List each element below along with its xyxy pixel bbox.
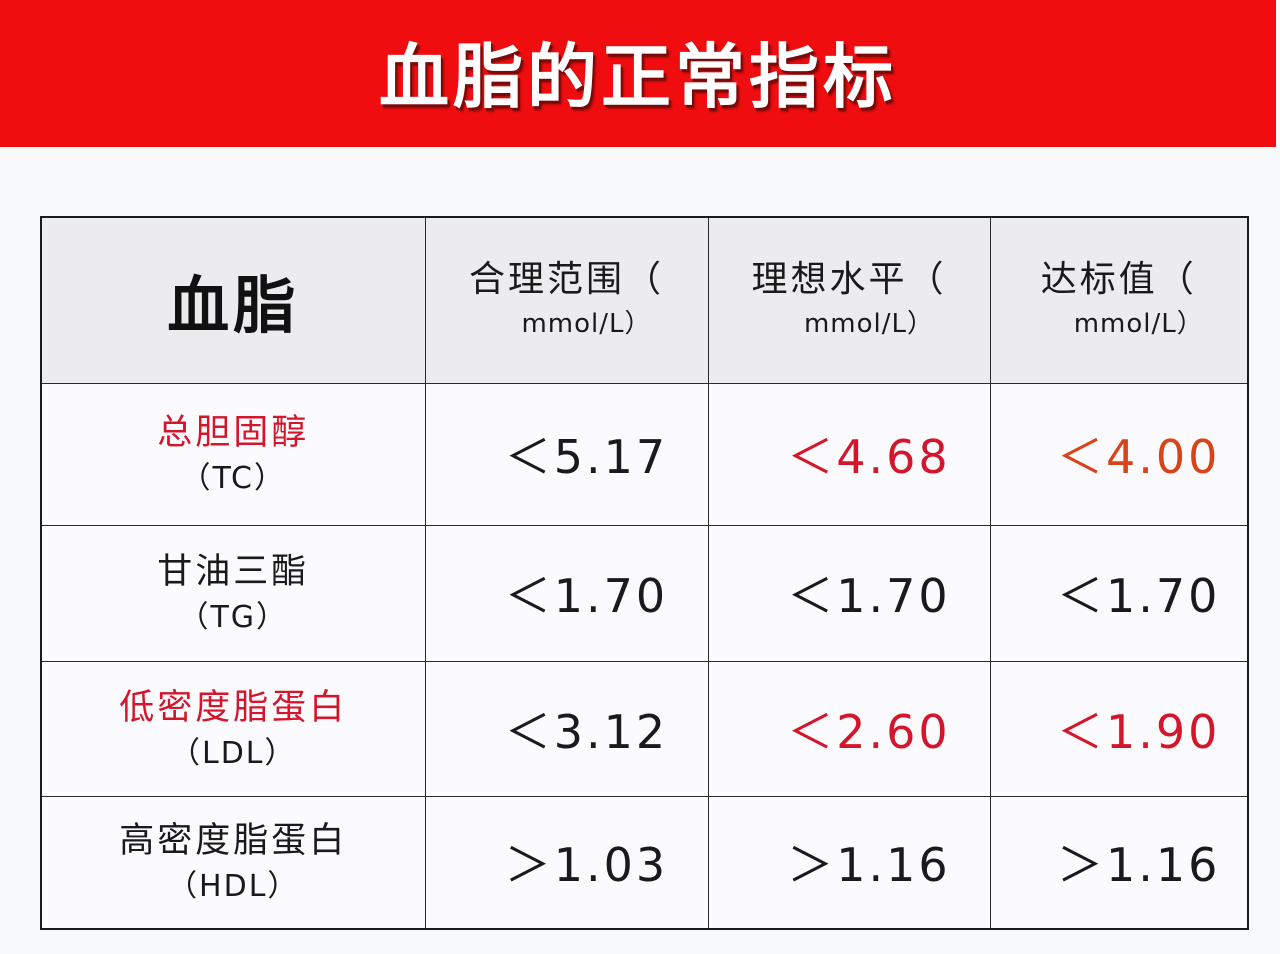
header-corner-label: 血脂 — [167, 269, 300, 343]
row-name-cell: 低密度脂蛋白 （LDL） — [40, 660, 426, 797]
value-cell: ＜3.12 — [424, 660, 709, 797]
column-header-label: 达标值（ — [1040, 259, 1197, 301]
value-text: ＜4.68 — [787, 430, 951, 484]
page-title: 血脂的正常指标 — [379, 36, 897, 118]
lipid-abbr: （HDL） — [167, 869, 300, 905]
value-cell: ＞1.03 — [424, 795, 709, 930]
header-corner-cell: 血脂 — [40, 216, 426, 384]
row-name-cell: 甘油三酯 （TG） — [40, 524, 426, 662]
lipid-standards-table-container: 血脂 合理范围（ mmol/L） 理想水平（ mmol/L） 达标值（ mmol… — [40, 216, 1249, 930]
value-text: ＜2.60 — [787, 704, 951, 759]
column-header-unit: mmol/L） — [1073, 309, 1204, 340]
table-row-tg: 甘油三酯 （TG） ＜1.70 ＜1.70 ＜1.70 — [40, 524, 1249, 662]
lipid-name: 总胆固醇 — [157, 413, 310, 453]
value-text: ＞1.16 — [1057, 838, 1221, 893]
table-row-hdl: 高密度脂蛋白 （HDL） ＞1.03 ＞1.16 ＞1.16 — [40, 795, 1249, 930]
value-cell: ＜1.70 — [707, 524, 991, 662]
title-banner: 血脂的正常指标 — [0, 0, 1276, 147]
header-col-target-value: 达标值（ mmol/L） — [989, 216, 1249, 384]
row-name-cell: 高密度脂蛋白 （HDL） — [40, 795, 426, 930]
column-header-unit: mmol/L） — [521, 309, 652, 340]
value-cell: ＜5.17 — [424, 382, 709, 526]
header-col-ideal-level: 理想水平（ mmol/L） — [707, 216, 991, 384]
lipid-name: 高密度脂蛋白 — [119, 821, 348, 862]
value-cell: ＜1.70 — [989, 524, 1249, 662]
lipid-abbr: （TG） — [178, 600, 289, 635]
column-header-label: 合理范围（ — [468, 259, 664, 301]
value-cell: ＜1.70 — [424, 524, 709, 662]
lipid-standards-table: 血脂 合理范围（ mmol/L） 理想水平（ mmol/L） 达标值（ mmol… — [40, 216, 1249, 930]
value-text: ＜1.70 — [1057, 569, 1221, 623]
lipid-abbr: （LDL） — [169, 735, 297, 771]
table-row-ldl: 低密度脂蛋白 （LDL） ＜3.12 ＜2.60 ＜1.90 — [40, 660, 1249, 797]
value-text: ＜4.00 — [1057, 430, 1221, 484]
header-col-reasonable-range: 合理范围（ mmol/L） — [424, 216, 709, 384]
table-row-tc: 总胆固醇 （TC） ＜5.17 ＜4.68 ＜4.00 — [40, 382, 1249, 526]
lipid-name: 甘油三酯 — [157, 552, 310, 592]
value-cell: ＞1.16 — [989, 795, 1249, 930]
value-text: ＜1.70 — [504, 569, 669, 623]
value-cell: ＜2.60 — [707, 660, 991, 797]
lipid-abbr: （TC） — [180, 461, 286, 496]
row-name-cell: 总胆固醇 （TC） — [40, 382, 426, 526]
value-text: ＞1.03 — [504, 838, 669, 893]
value-text: ＜5.17 — [504, 430, 669, 484]
value-cell: ＜4.00 — [989, 382, 1249, 526]
table-header-row: 血脂 合理范围（ mmol/L） 理想水平（ mmol/L） 达标值（ mmol… — [40, 216, 1249, 384]
lipid-name: 低密度脂蛋白 — [119, 687, 348, 728]
value-text: ＜1.90 — [1057, 704, 1221, 759]
value-text: ＜1.70 — [787, 569, 951, 623]
value-cell: ＜1.90 — [989, 660, 1249, 797]
value-cell: ＜4.68 — [707, 382, 991, 526]
column-header-unit: mmol/L） — [803, 309, 935, 340]
column-header-label: 理想水平（ — [751, 259, 947, 301]
value-cell: ＞1.16 — [707, 795, 991, 930]
value-text: ＜3.12 — [504, 704, 669, 759]
value-text: ＞1.16 — [787, 838, 951, 893]
